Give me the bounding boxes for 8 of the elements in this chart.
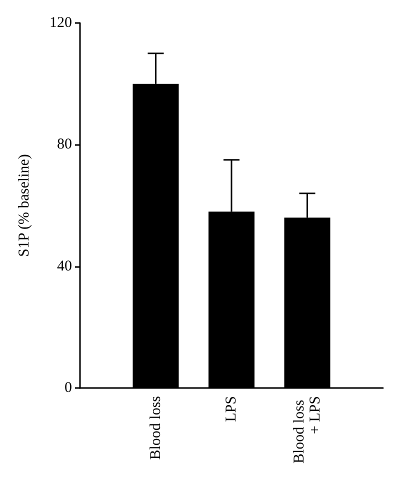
y-axis-title: S1P (% baseline) bbox=[16, 154, 32, 257]
x-tick-label: Blood loss + LPS bbox=[291, 396, 324, 464]
y-tick-label: 0 bbox=[64, 380, 72, 396]
y-tick-label: 120 bbox=[50, 15, 72, 31]
x-tick-label: LPS bbox=[224, 396, 240, 422]
y-tick-label: 40 bbox=[57, 258, 72, 274]
y-tick-label: 80 bbox=[57, 136, 72, 153]
x-tick-label: Blood loss bbox=[148, 396, 164, 460]
